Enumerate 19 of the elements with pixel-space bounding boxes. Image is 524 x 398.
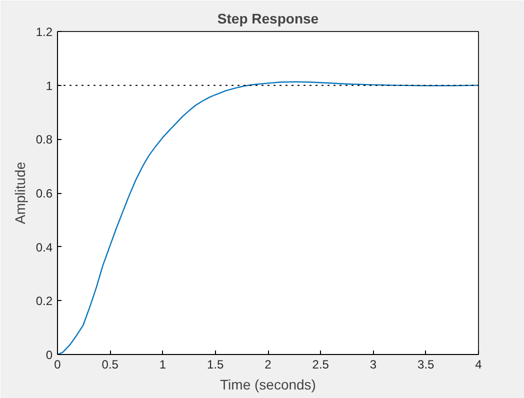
y-tick-label: 1 [46,78,53,93]
chart-title: Step Response [217,10,319,26]
x-tick-label: 0 [54,358,62,372]
y-axis-title: Amplitude [12,162,28,224]
x-tick-label: 3.5 [418,358,435,372]
x-axis-title: Time (seconds) [220,376,316,392]
x-tick-label: 3 [370,358,377,372]
x-tick-label: 2.5 [312,358,330,372]
y-tick-label: 0.6 [36,186,53,200]
y-tick-label: 0.8 [36,132,53,147]
y-tick-label: 0.2 [36,294,53,308]
y-tick-label: 0.4 [36,240,53,254]
y-tick-label: 1.2 [36,25,53,39]
x-tick-label: 1 [159,358,166,372]
x-tick-label: 4 [475,358,482,372]
y-tick-label: 0 [46,348,53,362]
x-tick-label: 2 [264,358,272,372]
x-tick-label: 0.5 [102,358,119,372]
x-tick-label: 1.5 [207,358,224,372]
